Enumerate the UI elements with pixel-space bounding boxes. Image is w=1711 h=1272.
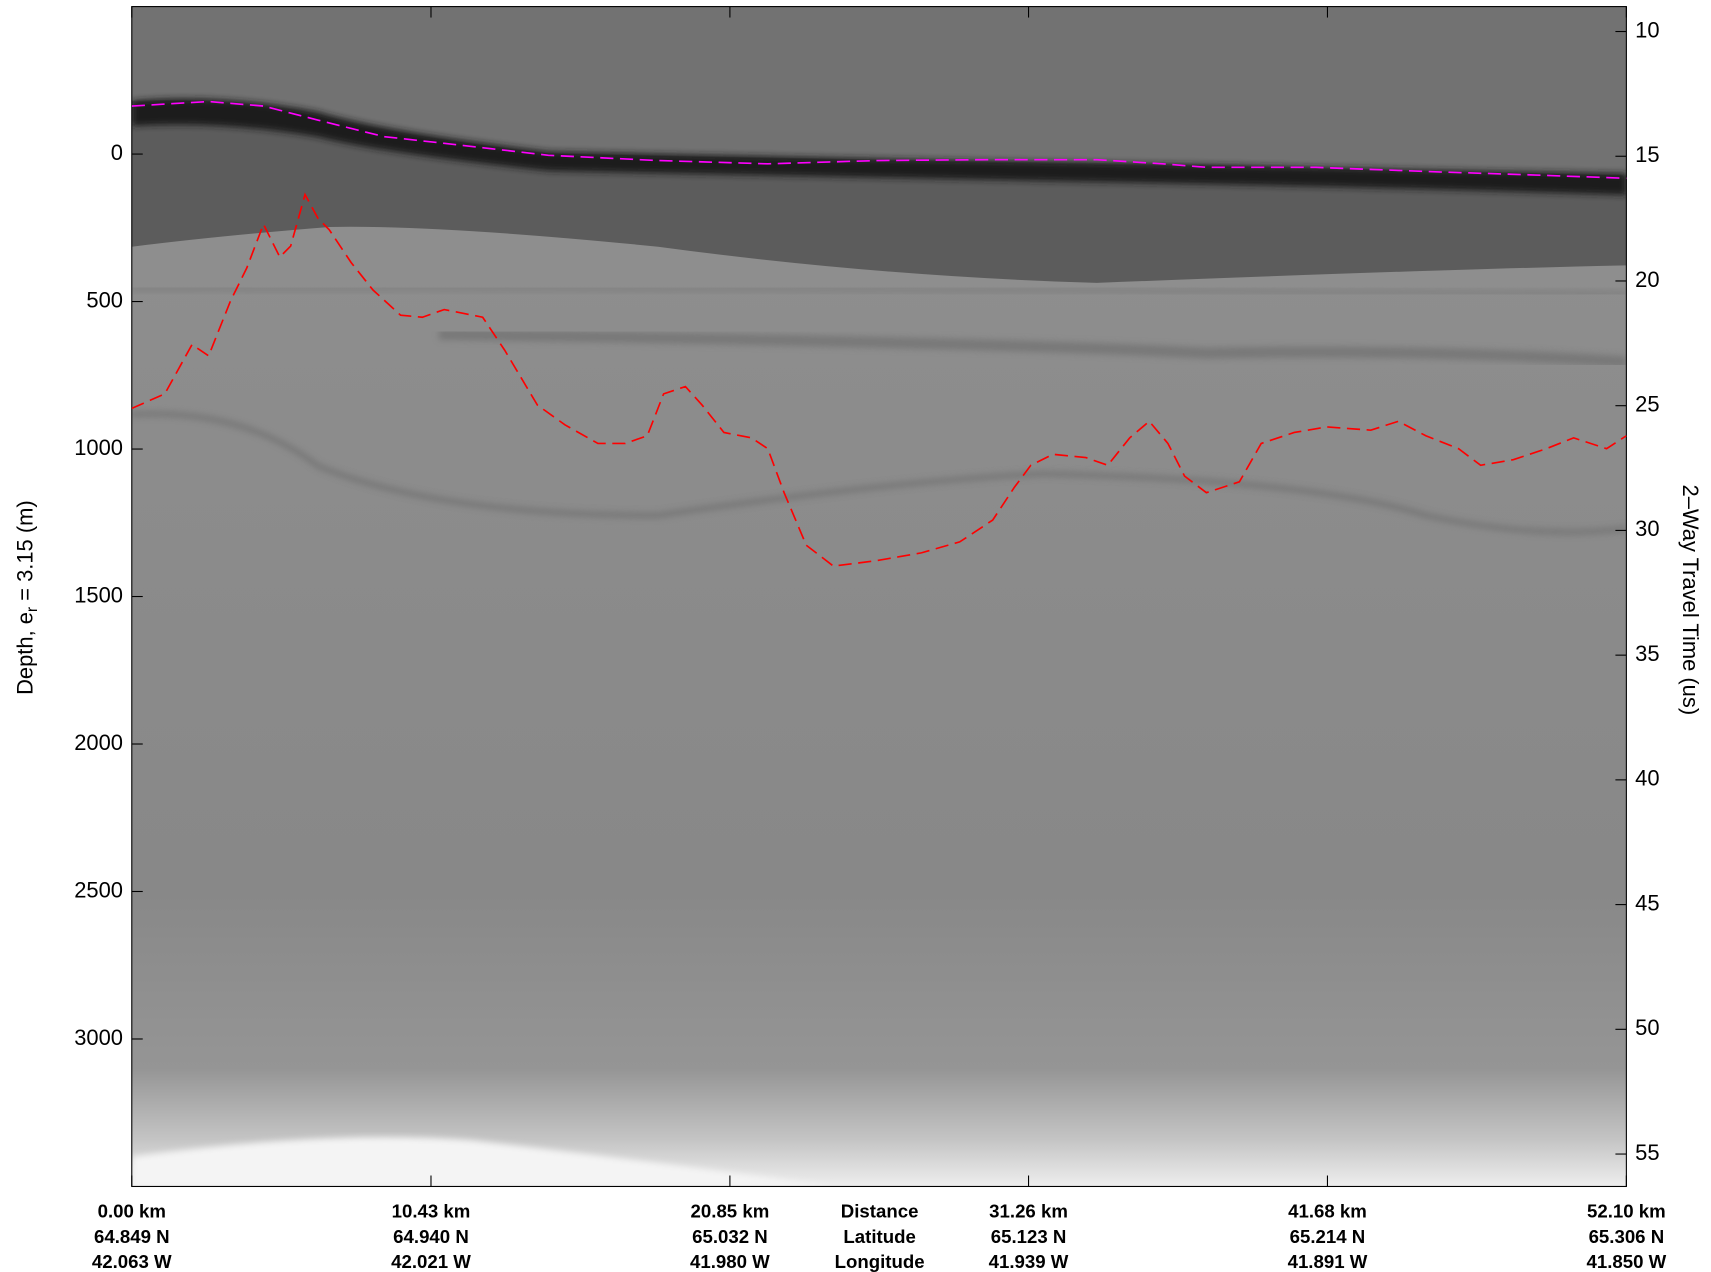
latitude-label: 64.849 N xyxy=(94,1226,170,1247)
latitude-label: 65.306 N xyxy=(1589,1226,1665,1247)
latitude-label: 65.123 N xyxy=(991,1226,1067,1247)
series-line xyxy=(131,100,1627,180)
y2-tick-label: 35 xyxy=(1635,641,1659,666)
y-tick-label: 0 xyxy=(111,140,123,165)
longitude-label: 41.891 W xyxy=(1288,1251,1368,1272)
y-axis-label-rest: = 3.15 (m) xyxy=(12,500,37,607)
y2-tick-label: 20 xyxy=(1635,267,1659,292)
distance-label: 41.68 km xyxy=(1288,1201,1367,1222)
y-tick-label: 1500 xyxy=(74,582,123,607)
row-label: Distance xyxy=(841,1201,919,1222)
distance-label: 20.85 km xyxy=(691,1201,770,1222)
y2-tick-label: 55 xyxy=(1635,1140,1659,1165)
series-line xyxy=(131,192,1627,568)
layer xyxy=(438,328,1627,368)
y2-tick-label: 50 xyxy=(1635,1015,1659,1040)
layer xyxy=(131,411,1627,535)
y-tick-label: 3000 xyxy=(74,1025,123,1050)
longitude-label: 42.021 W xyxy=(391,1251,471,1272)
longitude-label: 41.980 W xyxy=(690,1251,770,1272)
y-tick-label: 500 xyxy=(86,287,123,312)
distance-label: 31.26 km xyxy=(989,1201,1068,1222)
y-axis-label-main: Depth, e xyxy=(12,612,37,695)
latitude-label: 65.032 N xyxy=(692,1226,768,1247)
distance-label: 0.00 km xyxy=(98,1201,166,1222)
layer xyxy=(131,284,1627,298)
y-tick-label: 2000 xyxy=(74,730,123,755)
y2-tick-label: 40 xyxy=(1635,766,1659,791)
longitude-label: 41.850 W xyxy=(1587,1251,1667,1272)
surface-band xyxy=(131,98,1627,196)
y2-tick-label: 30 xyxy=(1635,516,1659,541)
y-tick-label: 2500 xyxy=(74,877,123,902)
y-axis-label-subscript: r xyxy=(24,607,41,612)
y2-axis-label: 2–Way Travel Time (us) xyxy=(1678,484,1703,715)
y-tick-label: 1000 xyxy=(74,435,123,460)
longitude-label: 41.939 W xyxy=(989,1251,1069,1272)
y-axis-label: Depth, er = 3.15 (m) xyxy=(12,500,41,695)
y2-tick-label: 15 xyxy=(1635,142,1659,167)
echogram xyxy=(131,6,1627,1187)
y2-tick-label: 45 xyxy=(1635,890,1659,915)
latitude-label: 65.214 N xyxy=(1290,1226,1366,1247)
bottom-band xyxy=(131,1137,834,1187)
y2-tick-label: 10 xyxy=(1635,17,1659,42)
longitude-label: 42.063 W xyxy=(92,1251,172,1272)
latitude-label: 64.940 N xyxy=(393,1226,469,1247)
row-label: Latitude xyxy=(843,1226,915,1247)
row-label: Longitude xyxy=(835,1251,925,1272)
distance-label: 10.43 km xyxy=(392,1201,471,1222)
air-zone xyxy=(131,6,1627,176)
y2-tick-label: 25 xyxy=(1635,391,1659,416)
plot-marks xyxy=(131,100,1627,568)
distance-label: 52.10 km xyxy=(1587,1201,1666,1222)
